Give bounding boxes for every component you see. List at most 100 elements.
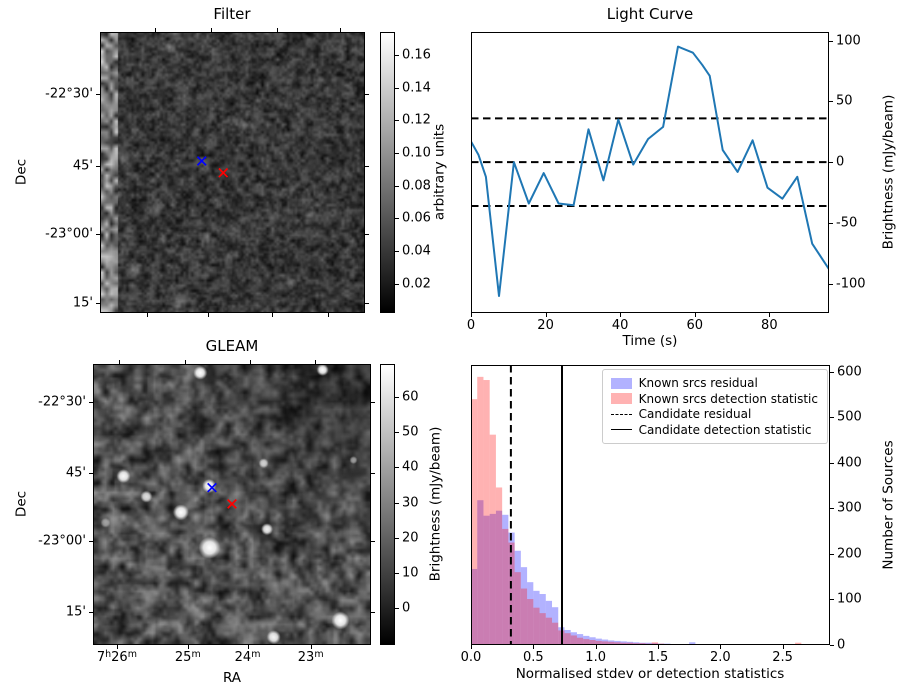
tick-mark [830, 417, 834, 419]
hist-bar [477, 500, 484, 645]
tick-mark [830, 645, 834, 646]
hist-bar [639, 643, 646, 645]
filter-colorbar-tick-label: 0.14 [402, 80, 431, 96]
tick-mark [395, 502, 399, 504]
hist-bar [682, 644, 690, 645]
tick-mark [211, 28, 213, 32]
tick-mark [155, 28, 157, 32]
filter-dec-axis-label: Dec [13, 158, 30, 186]
hist-bar [601, 641, 609, 645]
hist-bar [614, 640, 621, 645]
hist-bar [533, 590, 540, 645]
gleam-colorbar-tick-label: 10 [402, 565, 419, 581]
hist-bar [495, 487, 503, 645]
light-curve-xlabel: Time (s) [622, 333, 678, 349]
gleam-title: GLEAM [205, 337, 259, 355]
hist-bar [514, 572, 521, 645]
filter-colorbar-tick-label: 0.04 [402, 243, 431, 259]
tick-mark [365, 302, 369, 304]
hist-bar [527, 582, 534, 645]
time-tick-label: 60 [686, 318, 704, 333]
hist-bar [545, 600, 553, 645]
hist-bar [483, 380, 490, 645]
hist-bar [576, 634, 584, 645]
hist-bar [589, 637, 596, 645]
filter-colorbar-label: arbitrary units [431, 123, 448, 221]
hist-bar [664, 644, 671, 645]
hist-bar [576, 637, 584, 645]
hist-bar [626, 642, 634, 645]
tick-mark [545, 313, 547, 317]
tick-mark [830, 599, 834, 601]
tick-mark [830, 462, 834, 464]
ra-tick-value: 26 [111, 650, 128, 665]
tick-mark [89, 541, 93, 543]
hist-bar [689, 642, 696, 645]
candidate-position-x-marker [227, 499, 237, 509]
count-tick-label: 0 [837, 637, 846, 653]
hist-bar [595, 640, 602, 645]
tick-mark [96, 166, 100, 168]
hist-bar [520, 588, 528, 645]
tick-mark [829, 101, 833, 103]
ra-unit-superscript: h [105, 649, 112, 660]
tick-mark [395, 54, 399, 56]
ra-unit-superscript: m [251, 649, 261, 660]
tick-mark [116, 645, 118, 649]
brightness-tick-label: 0 [836, 154, 845, 170]
hist-bar [520, 567, 528, 645]
tick-mark [829, 40, 833, 42]
hist-series-detection-statistic [471, 376, 802, 645]
tick-mark [96, 302, 100, 304]
tick-mark [829, 283, 833, 285]
dec-tick-label: -22°30' [38, 394, 86, 410]
hist-bar [583, 639, 590, 645]
gleam-colorbar-tick-label: 0 [402, 600, 411, 616]
tick-mark [371, 402, 375, 404]
hist-bar [601, 639, 609, 645]
hist-bar [620, 642, 627, 645]
hist-bar [795, 642, 802, 645]
hist-bar [471, 568, 478, 645]
hist-bar [533, 607, 540, 645]
histogram-legend: Known srcs residual Known srcs detection… [601, 369, 828, 444]
count-tick-label: 100 [837, 591, 862, 607]
hist-bar [645, 642, 652, 645]
legend-label: Candidate residual [638, 407, 752, 421]
tick-mark [371, 612, 375, 614]
gleam-colorbar-tick-label: 30 [402, 495, 419, 511]
tick-mark [782, 645, 784, 649]
histogram-plot [471, 365, 802, 645]
hist-bar [608, 640, 615, 645]
filter-colorbar-tick-label: 0.06 [402, 210, 431, 226]
legend-label: Known srcs residual [638, 376, 758, 390]
hist-bar [502, 528, 509, 645]
candidate-position-x-marker [218, 167, 229, 178]
legend-label: Candidate detection statistic [638, 422, 812, 437]
hist-bar [545, 617, 553, 645]
ra-tick-value: 24 [234, 650, 252, 665]
tick-mark [187, 645, 189, 649]
tick-mark [146, 313, 148, 317]
filter-title: Filter [213, 5, 251, 23]
hist-bar [707, 644, 715, 645]
hist-bar [527, 599, 534, 645]
gleam-ra-axis-label: RA [222, 670, 242, 686]
tick-mark [371, 541, 375, 543]
tick-mark [830, 508, 834, 510]
hist-bar [589, 639, 596, 645]
histogram-xlabel: Normalised stdev or detection statistics [515, 666, 785, 682]
hist-bar [471, 399, 478, 645]
tick-mark [395, 87, 399, 89]
time-tick-label: 40 [611, 318, 629, 333]
brightness-tick-label: 50 [836, 93, 853, 109]
tick-mark [830, 371, 834, 373]
tick-mark [395, 432, 399, 434]
hist-bar [633, 643, 640, 645]
tick-mark [769, 313, 771, 317]
hist-bar [564, 629, 571, 645]
tick-mark [340, 28, 342, 32]
tick-mark [533, 645, 535, 649]
hist-bar [570, 635, 577, 645]
